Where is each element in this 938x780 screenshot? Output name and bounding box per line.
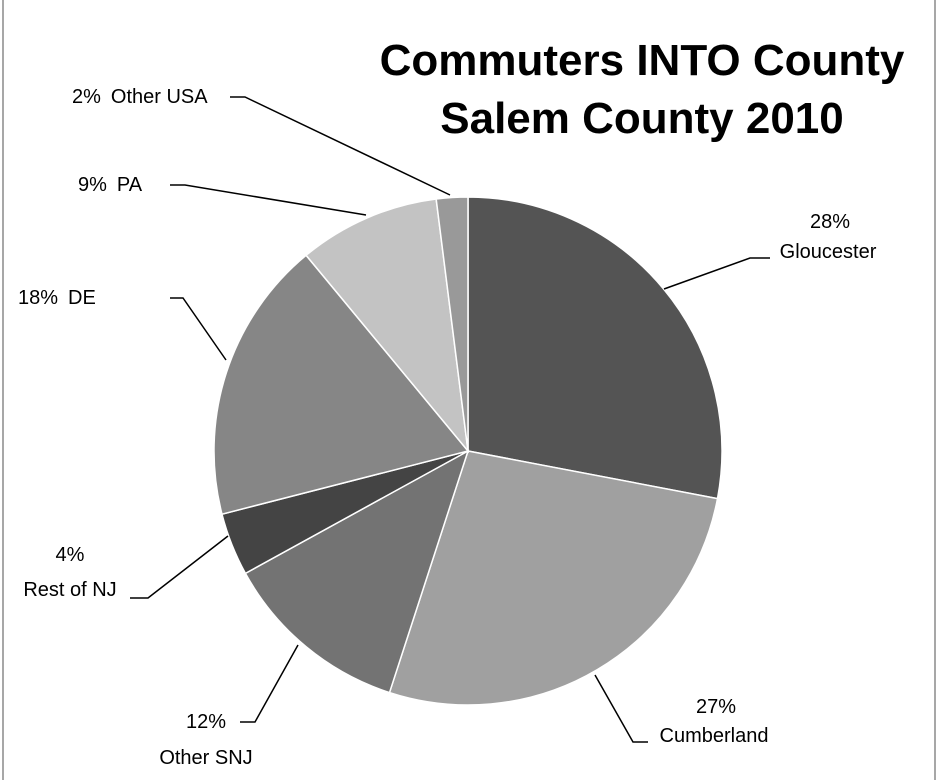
label-other-usa: 2% Other USA: [72, 86, 208, 108]
label-other-usa-pct: 2%: [72, 86, 101, 108]
leader-line-gloucester: [663, 257, 770, 290]
pie-slice-de: [213, 254, 470, 516]
label-cumberland-pct: 27%: [696, 696, 736, 718]
pie-slice-other-snj: [244, 449, 470, 694]
chart-title-line-2: Salem County 2010: [440, 94, 844, 143]
label-pa-pct: 9%: [78, 174, 107, 196]
leader-line-rest-of-nj: [130, 535, 229, 599]
leader-line-other-usa: [230, 96, 451, 196]
label-gloucester-name: Gloucester: [780, 241, 877, 263]
pie-slice-pa: [305, 198, 470, 454]
leader-line-other-snj: [240, 644, 299, 723]
label-rest-of-nj-pct: 4%: [56, 544, 85, 566]
pie-slice-gloucester: [467, 196, 723, 500]
label-other-snj-name: Other SNJ: [159, 747, 252, 769]
leader-line-pa: [170, 184, 367, 216]
pie-slice-other-usa: [435, 196, 469, 452]
leader-line-de: [170, 297, 227, 361]
pie-slice-cumberland: [388, 450, 719, 706]
pie-slices: [213, 196, 723, 706]
chart-title-line-1: Commuters INTO County: [380, 36, 905, 85]
label-gloucester-pct: 28%: [810, 211, 850, 233]
label-de-name: DE: [68, 287, 96, 309]
label-pa-name: PA: [117, 174, 143, 196]
label-rest-of-nj-name: Rest of NJ: [23, 579, 116, 601]
label-de-pct: 18%: [18, 287, 58, 309]
label-other-usa-name: Other USA: [111, 86, 208, 108]
label-cumberland-name: Cumberland: [660, 725, 769, 747]
label-pa: 9% PA: [78, 174, 143, 196]
label-other-snj-pct: 12%: [186, 711, 226, 733]
leader-line-cumberland: [594, 674, 648, 743]
label-de: 18% DE: [18, 287, 96, 309]
